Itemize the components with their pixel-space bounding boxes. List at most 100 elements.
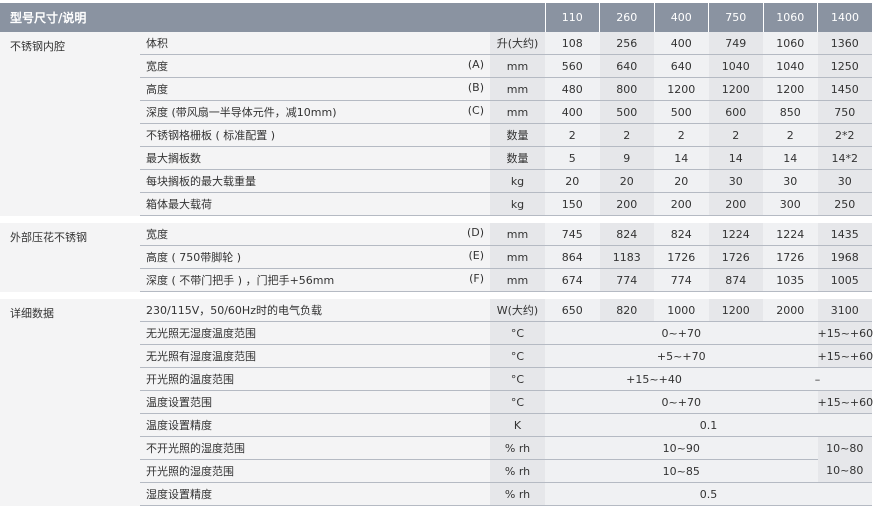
table-row: (B) 高度 mm 480 800 1200 1200 1200 1450 [0, 77, 872, 101]
value-cell: 2 [654, 123, 709, 147]
description-text: 高度 ( 750带脚轮 ) [146, 251, 242, 264]
value-cell: 14 [763, 146, 818, 170]
unit-cell: K [490, 413, 545, 437]
value-cell: 1035 [763, 268, 818, 292]
table-row: 无光照无湿度温度范围 °C 0~+70 +15~+60 [0, 321, 873, 345]
value-cell: 20 [545, 169, 600, 193]
description-text: 高度 [146, 83, 168, 96]
table-row: 无光照有湿度温度范围 °C +5~+70 +15~+60 [0, 344, 873, 368]
value-cell: 1360 [817, 32, 872, 55]
unit-cell: % rh [490, 482, 545, 506]
description-text: 每块搁板的最大载重量 [146, 175, 256, 188]
table-row: 湿度设置精度 % rh 0.5 [0, 482, 872, 506]
model-header: 260 [599, 3, 654, 32]
row-description: 开光照的湿度范围 [140, 459, 490, 483]
value-cell: 14*2 [817, 146, 872, 170]
value-cell: 400 [545, 100, 600, 124]
unit-cell: °C [490, 367, 545, 391]
value-cell: 10~90 [545, 436, 818, 460]
description-text: 体积 [146, 37, 168, 50]
value-cell: 750 [817, 100, 872, 124]
unit-cell: mm [490, 268, 545, 292]
value-cell: 250 [817, 192, 872, 216]
value-cell: 30 [708, 169, 763, 193]
description-text: 开光照的温度范围 [146, 373, 234, 386]
value-cell: 0~+70 [545, 321, 818, 345]
unit-cell: % rh [490, 436, 545, 460]
dimension-ref: (C) [467, 104, 484, 117]
table-row: 外部压花不锈钢 (D) 宽度 mm 745 824 824 1224 1224 1435 [0, 223, 872, 292]
value-cell: 650 [545, 299, 600, 322]
row-description: 湿度设置精度 [140, 482, 490, 506]
description-text: 深度 ( 不带门把手 ) ，门把手+56mm [146, 274, 335, 287]
value-cell: 2 [708, 123, 763, 147]
value-cell: 1200 [708, 77, 763, 101]
dimension-ref: (F) [469, 272, 484, 285]
description-text: 箱体最大载荷 [146, 198, 212, 211]
unit-cell: % rh [490, 459, 545, 483]
value-cell: 874 [708, 268, 763, 292]
description-text: 宽度 [146, 228, 168, 241]
value-cell: 14 [654, 146, 709, 170]
value-cell: 14 [708, 146, 763, 170]
value-cell: 2000 [763, 299, 818, 322]
section-label: 外部压花不锈钢 [0, 223, 140, 292]
unit-cell: °C [490, 321, 545, 345]
value-cell: 1040 [708, 54, 763, 78]
row-description: 每块搁板的最大载重量 [140, 169, 490, 193]
value-cell: 3100 [817, 299, 872, 322]
table-row: 开光照的湿度范围 % rh 10~85 10~80 [0, 459, 872, 483]
value-cell: +15~+40 [545, 367, 763, 391]
value-cell: 850 [763, 100, 818, 124]
value-cell: 10~85 [545, 459, 818, 483]
value-cell: 1200 [763, 77, 818, 101]
unit-cell: 数量 [490, 123, 545, 147]
value-cell: 1005 [817, 268, 872, 292]
value-cell: 200 [654, 192, 709, 216]
value-cell: 749 [708, 32, 763, 55]
unit-cell: W(大约) [490, 299, 545, 322]
value-cell: 1183 [599, 245, 654, 269]
value-cell: 774 [599, 268, 654, 292]
table-row: 不开光照的湿度范围 % rh 10~90 10~80 [0, 436, 872, 460]
spec-table: 型号尺寸/说明 110 260 400 750 1060 1400 不锈钢内腔 体积 升(大约… [0, 3, 873, 506]
table-row: 每块搁板的最大载重量 kg 20 20 20 30 30 30 [0, 169, 872, 193]
table-row: 不锈钢格栅板 ( 标准配置 ) 数量 2 2 2 2 2 2*2 [0, 123, 872, 147]
table-row: 最大搁板数 数量 5 9 14 14 14 14*2 [0, 146, 872, 170]
value-cell: 640 [654, 54, 709, 78]
value-cell: 1200 [654, 77, 709, 101]
value-cell: 1726 [708, 245, 763, 269]
value-cell: 108 [545, 32, 600, 55]
description-text: 无光照无湿度温度范围 [146, 327, 256, 340]
row-description: 不锈钢格栅板 ( 标准配置 ) [140, 123, 490, 147]
row-description: (D) 宽度 [140, 223, 490, 246]
value-cell: 820 [599, 299, 654, 322]
model-header: 400 [653, 3, 709, 32]
value-cell: 1200 [708, 299, 763, 322]
table-row: (C) 深度 (带风扇一半导体元件，减10mm) mm 400 500 500 600 850… [0, 100, 872, 124]
value-cell: +15~+60 [817, 390, 873, 414]
description-text: 温度设置范围 [146, 396, 212, 409]
value-cell: 400 [654, 32, 709, 55]
value-cell: 0~+70 [545, 390, 818, 414]
row-description: 温度设置范围 [140, 390, 490, 414]
table-row: 温度设置范围 °C 0~+70 +15~+60 [0, 390, 873, 414]
value-cell: 200 [599, 192, 654, 216]
dimension-ref: (E) [468, 249, 484, 262]
value-cell: 1224 [763, 223, 818, 246]
unit-cell: mm [490, 245, 545, 269]
value-cell: 0.1 [545, 413, 872, 437]
value-cell: 30 [763, 169, 818, 193]
unit-cell: °C [490, 344, 545, 368]
description-text: 深度 (带风扇一半导体元件，减10mm) [146, 106, 337, 119]
value-cell: 150 [545, 192, 600, 216]
row-description: 最大搁板数 [140, 146, 490, 170]
value-cell: 2 [763, 123, 818, 147]
dimension-ref: (D) [466, 226, 484, 239]
table-row: 开光照的温度范围 °C +15~+40– [0, 367, 872, 391]
value-cell: 200 [708, 192, 763, 216]
value-cell: 2*2 [817, 123, 872, 147]
unit-cell: °C [490, 390, 545, 414]
value-cell: 5 [545, 146, 600, 170]
value-cell: 0.5 [545, 482, 872, 506]
